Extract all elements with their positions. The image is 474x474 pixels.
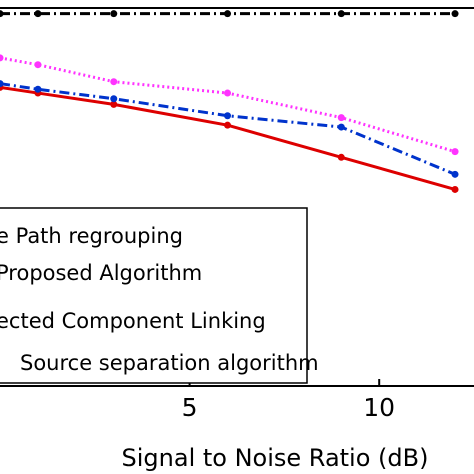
series-3-point-0 [0,54,4,62]
series-2-point-5 [451,170,459,178]
x-tick-label-1: 10 [363,393,395,422]
series-line-2 [0,82,456,176]
series-2-point-3 [224,112,232,120]
series-line-1 [0,85,456,191]
series-0-point-2 [110,10,118,18]
series-1-point-3 [224,121,232,129]
tick-labels: 5 10 [182,379,395,422]
plot-axes [0,7,474,387]
legend-entry-1: Proposed Algorithm [0,261,202,285]
series-1-point-2 [110,100,118,108]
series-3-point-3 [224,89,232,97]
legend-box [0,207,308,384]
series-layer [0,10,459,193]
series-0-point-4 [337,10,345,18]
series-2-point-4 [337,123,345,131]
x-axis-label: Signal to Noise Ratio (dB) [122,444,429,472]
series-line-3 [0,56,456,154]
series-2-point-0 [0,80,4,88]
series-2-point-2 [110,95,118,103]
series-1-point-4 [337,153,345,161]
series-3-point-5 [451,148,459,156]
legend-entry-2: ected Component Linking [0,309,266,333]
series-0-point-5 [451,10,459,18]
legend-entry-0: e Path regrouping [0,224,183,248]
series-1-point-5 [451,185,459,193]
legend: e Path regrouping Proposed Algorithm ected… [0,207,319,384]
series-3-point-1 [34,61,42,69]
series-3-point-2 [110,78,118,86]
series-0-point-0 [0,10,4,18]
x-tick-label-0: 5 [182,393,198,422]
series-0-point-1 [34,10,42,18]
series-3-point-4 [337,114,345,122]
legend-entry-3: Source separation algorithm [20,351,319,375]
series-2-point-1 [34,85,42,93]
series-0-point-3 [224,10,232,18]
